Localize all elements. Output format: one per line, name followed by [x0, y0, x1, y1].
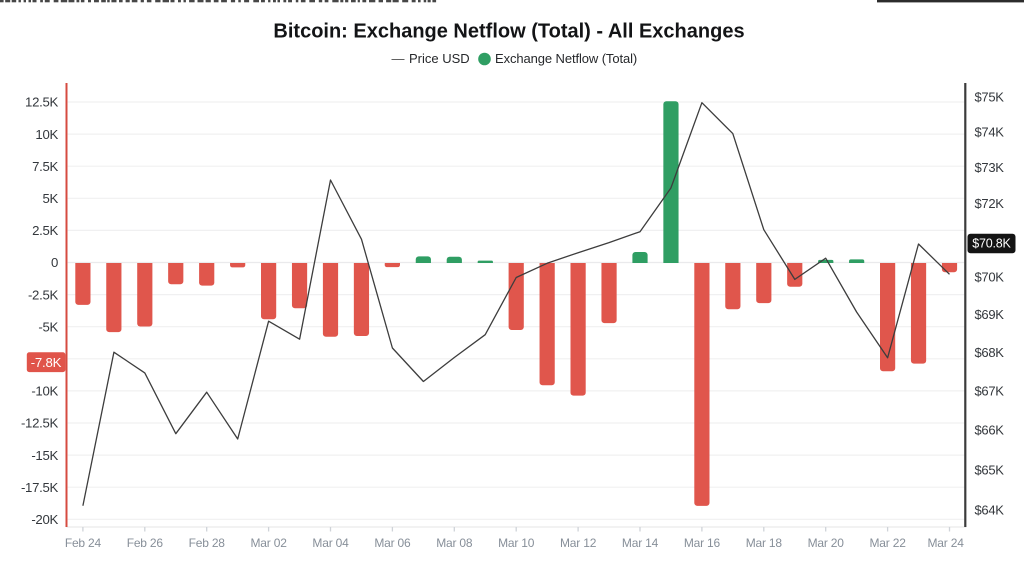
- svg-text:-12.5K: -12.5K: [21, 416, 59, 431]
- svg-text:12.5K: 12.5K: [25, 95, 58, 110]
- svg-text:Mar 10: Mar 10: [498, 536, 535, 550]
- svg-text:Bitcoin: Exchange Netflow (Tot: Bitcoin: Exchange Netflow (Total) - All …: [273, 21, 744, 43]
- svg-text:Mar 08: Mar 08: [436, 536, 473, 550]
- svg-text:Price USD: Price USD: [409, 51, 470, 66]
- svg-text:$70.8K: $70.8K: [972, 237, 1011, 251]
- svg-text:Mar 06: Mar 06: [374, 536, 411, 550]
- svg-text:Mar 14: Mar 14: [622, 536, 659, 550]
- svg-text:$70K: $70K: [975, 269, 1005, 284]
- svg-text:5K: 5K: [42, 191, 58, 206]
- svg-text:Feb 26: Feb 26: [127, 536, 164, 550]
- svg-text:7.5K: 7.5K: [32, 159, 58, 174]
- svg-text:Feb 28: Feb 28: [189, 536, 226, 550]
- svg-text:Mar 04: Mar 04: [312, 536, 349, 550]
- svg-text:Mar 12: Mar 12: [560, 536, 597, 550]
- svg-text:Exchange Netflow (Total): Exchange Netflow (Total): [495, 51, 637, 66]
- svg-text:-15K: -15K: [31, 448, 58, 463]
- svg-text:-17.5K: -17.5K: [21, 480, 59, 495]
- svg-text:-10K: -10K: [31, 384, 58, 399]
- svg-text:0: 0: [51, 255, 58, 270]
- svg-text:Mar 16: Mar 16: [684, 536, 721, 550]
- svg-text:Mar 18: Mar 18: [746, 536, 783, 550]
- svg-text:Mar 02: Mar 02: [251, 536, 288, 550]
- svg-text:Feb 24: Feb 24: [65, 536, 102, 550]
- svg-text:$74K: $74K: [975, 125, 1005, 140]
- svg-text:—: —: [392, 51, 405, 66]
- svg-text:$67K: $67K: [975, 383, 1005, 398]
- svg-text:-7.8K: -7.8K: [31, 355, 62, 370]
- svg-text:10K: 10K: [35, 127, 58, 142]
- svg-text:$65K: $65K: [975, 462, 1005, 477]
- svg-text:-2.5K: -2.5K: [28, 287, 59, 302]
- svg-text:Mar 24: Mar 24: [928, 536, 965, 550]
- svg-text:$66K: $66K: [975, 423, 1005, 438]
- svg-text:2.5K: 2.5K: [32, 223, 58, 238]
- svg-text:-20K: -20K: [31, 512, 58, 527]
- svg-text:$75K: $75K: [975, 90, 1005, 105]
- svg-text:$72K: $72K: [975, 196, 1005, 211]
- svg-text:$68K: $68K: [975, 345, 1005, 360]
- svg-text:-5K: -5K: [38, 319, 58, 334]
- svg-text:Mar 20: Mar 20: [808, 536, 845, 550]
- svg-text:Mar 22: Mar 22: [870, 536, 907, 550]
- svg-text:$64K: $64K: [975, 503, 1005, 518]
- svg-text:$73K: $73K: [975, 160, 1005, 175]
- svg-text:$69K: $69K: [975, 307, 1005, 322]
